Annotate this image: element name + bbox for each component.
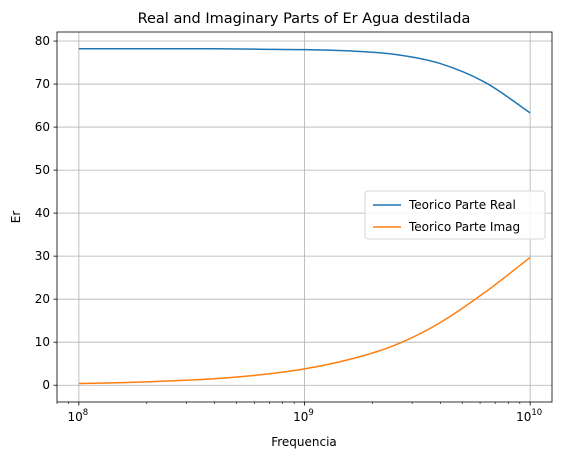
y-tick-label: 60 xyxy=(35,120,50,134)
series-line-2 xyxy=(78,256,531,385)
x-tick-label: 109 xyxy=(293,408,314,424)
x-tick-label: 108 xyxy=(68,408,89,424)
y-tick-label: 30 xyxy=(35,249,50,263)
y-tick-label: 80 xyxy=(35,34,50,48)
y-axis: 0 10 20 30 40 50 60 70 80 xyxy=(35,34,57,392)
legend-box xyxy=(364,190,546,240)
y-axis-label: Er xyxy=(9,211,23,224)
series-layer xyxy=(78,47,531,385)
legend-label-1: Teorico Parte Real xyxy=(408,198,516,212)
series-line-1 xyxy=(78,47,531,114)
legend: Teorico Parte Real Teorico Parte Imag xyxy=(364,190,546,240)
y-tick-label: 20 xyxy=(35,292,50,306)
x-tick-label: 1010 xyxy=(516,408,542,424)
y-tick-label: 40 xyxy=(35,206,50,220)
x-axis-label: Frequencia xyxy=(271,435,337,449)
legend-label-2: Teorico Parte Imag xyxy=(408,220,520,234)
y-tick-label: 10 xyxy=(35,335,50,349)
x-axis: 108 109 1010 xyxy=(56,402,542,424)
y-tick-label: 50 xyxy=(35,163,50,177)
chart-title: Real and Imaginary Parts of Er Agua dest… xyxy=(138,11,471,27)
y-tick-label: 0 xyxy=(42,378,50,392)
y-tick-label: 70 xyxy=(35,77,50,91)
